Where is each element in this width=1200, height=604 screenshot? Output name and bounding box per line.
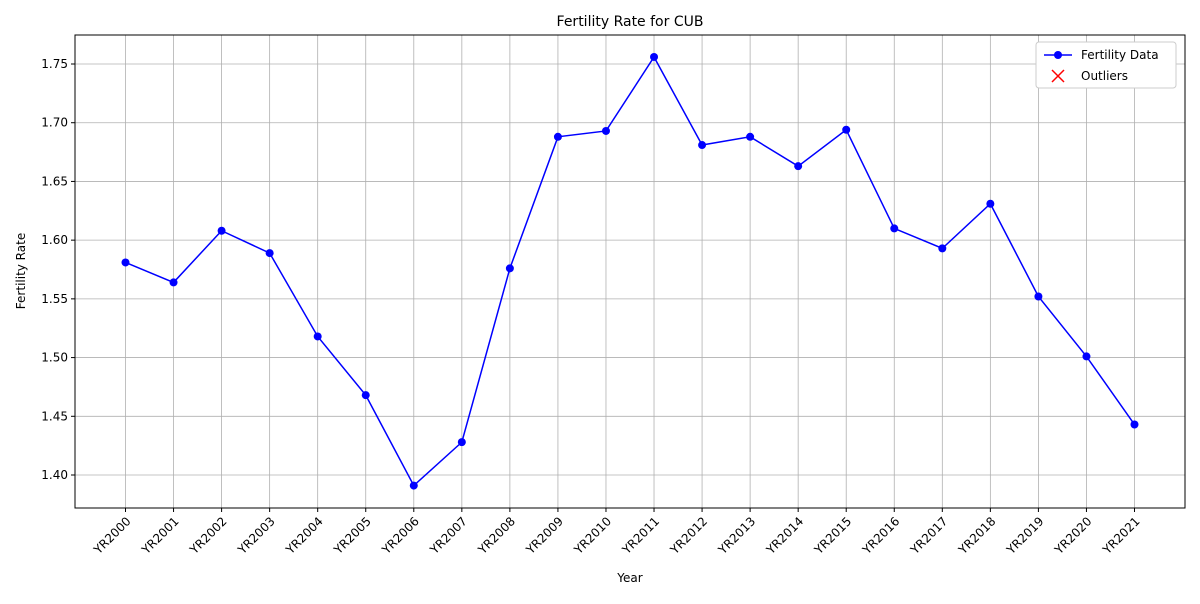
x-tick-label: YR2016 — [859, 514, 902, 557]
legend-box — [1035, 41, 1177, 89]
legend-marker — [1054, 51, 1062, 59]
data-point — [553, 132, 562, 141]
data-point — [842, 125, 851, 134]
x-tick-label: YR2010 — [571, 514, 614, 557]
y-tick-label: 1.40 — [41, 468, 68, 482]
data-point — [698, 141, 707, 150]
data-point — [313, 332, 322, 341]
data-point — [121, 258, 130, 267]
x-tick-label: YR2014 — [763, 514, 806, 557]
y-tick-label: 1.50 — [41, 351, 68, 365]
x-tick-label: YR2013 — [715, 514, 758, 557]
x-tick-label: YR2000 — [90, 514, 133, 557]
x-tick-label: YR2021 — [1099, 514, 1142, 557]
y-tick-label: 1.60 — [41, 233, 68, 247]
y-tick-label: 1.45 — [41, 409, 68, 423]
x-tick-label: YR2015 — [811, 514, 854, 557]
data-point — [938, 244, 947, 253]
x-axis-label: Year — [616, 571, 642, 585]
data-point — [361, 391, 370, 400]
x-tick-label: YR2008 — [475, 514, 518, 557]
data-point — [746, 132, 755, 141]
data-point — [650, 52, 659, 61]
x-tick-label: YR2017 — [907, 514, 950, 557]
data-point — [1034, 292, 1043, 301]
data-point — [457, 438, 466, 447]
y-axis-label: Fertility Rate — [14, 233, 28, 309]
x-tick-label: YR2003 — [234, 514, 277, 557]
plot-frame — [74, 34, 1186, 509]
y-tick-label: 1.70 — [41, 116, 68, 130]
x-tick-label: YR2009 — [523, 514, 566, 557]
data-point — [601, 126, 610, 135]
x-tick-label: YR2006 — [379, 514, 422, 557]
x-tick-label: YR2019 — [1003, 514, 1046, 557]
x-tick-label: YR2002 — [186, 514, 229, 557]
data-point — [169, 278, 178, 287]
data-point — [794, 162, 803, 171]
x-tick-label: YR2005 — [331, 514, 374, 557]
data-point — [1130, 420, 1139, 429]
x-tick-label: YR2018 — [955, 514, 998, 557]
x-tick-label: YR2001 — [138, 514, 181, 557]
x-tick-label: YR2011 — [619, 514, 662, 557]
data-point — [217, 226, 226, 235]
legend-label: Outliers — [1081, 69, 1128, 83]
series-line — [125, 55, 1136, 487]
legend-marker — [1051, 69, 1065, 83]
chart-title: Fertility Rate for CUB — [557, 14, 704, 30]
y-tick-label: 1.75 — [41, 57, 68, 71]
data-point — [1082, 352, 1091, 361]
data-point — [986, 199, 995, 208]
x-tick-label: YR2012 — [667, 514, 710, 557]
x-tick-label: YR2007 — [427, 514, 470, 557]
legend-label: Fertility Data — [1081, 48, 1159, 62]
data-point — [265, 249, 274, 258]
x-tick-label: YR2004 — [283, 514, 326, 557]
data-point — [409, 481, 418, 490]
x-tick-label: YR2020 — [1051, 514, 1094, 557]
data-point — [890, 224, 899, 233]
y-tick-label: 1.65 — [41, 174, 68, 188]
y-tick-label: 1.55 — [41, 292, 68, 306]
data-point — [505, 264, 514, 273]
